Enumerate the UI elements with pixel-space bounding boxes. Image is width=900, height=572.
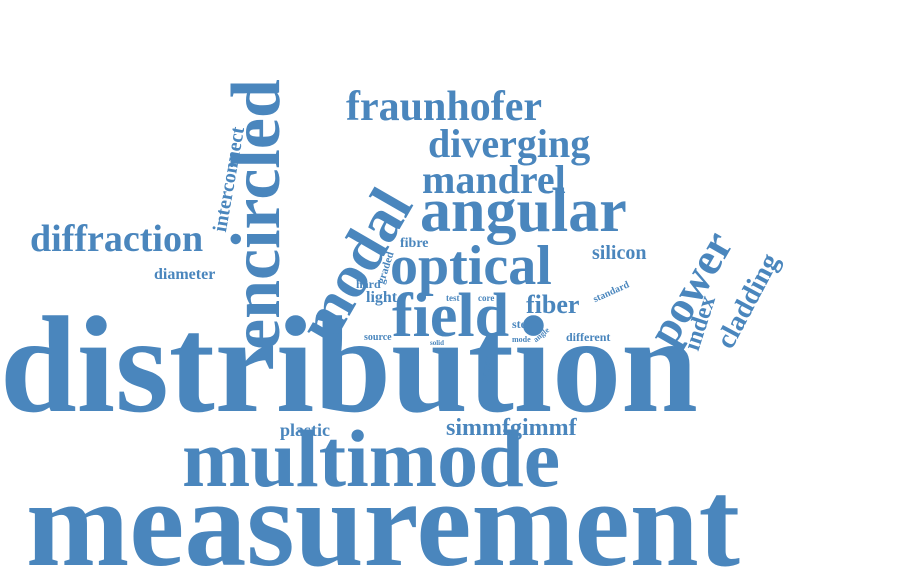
word-source: source [364,332,392,343]
word-hard: hard [356,277,381,291]
word-mode: mode [512,335,531,344]
word-multimode: multimode [182,413,561,504]
word-light: light [366,289,398,306]
word-solid: solid [430,339,445,347]
word-fibre: fibre [400,236,429,251]
word-angular: angular [420,177,627,245]
word-different: different [566,330,611,344]
word-distribution: distribution [0,288,698,441]
word-measurement: measurement [26,455,740,572]
word-diameter: diameter [154,266,216,283]
word-step: step [512,317,533,331]
word-mandrel: mandrel [422,157,566,202]
word-diffraction: diffraction [30,218,204,260]
word-field: field [392,282,510,350]
word-plastic: plastic [280,420,331,440]
word-optical: optical [390,235,552,297]
word-test: test [446,293,460,303]
word-simmfgimmf: simmfgimmf [446,415,577,441]
word-diverging: diverging [428,121,591,166]
word-fraunhofer: fraunhofer [346,84,542,130]
word-core: core [478,293,495,303]
word-silicon: silicon [592,242,647,264]
word-fiber: fiber [526,290,580,319]
